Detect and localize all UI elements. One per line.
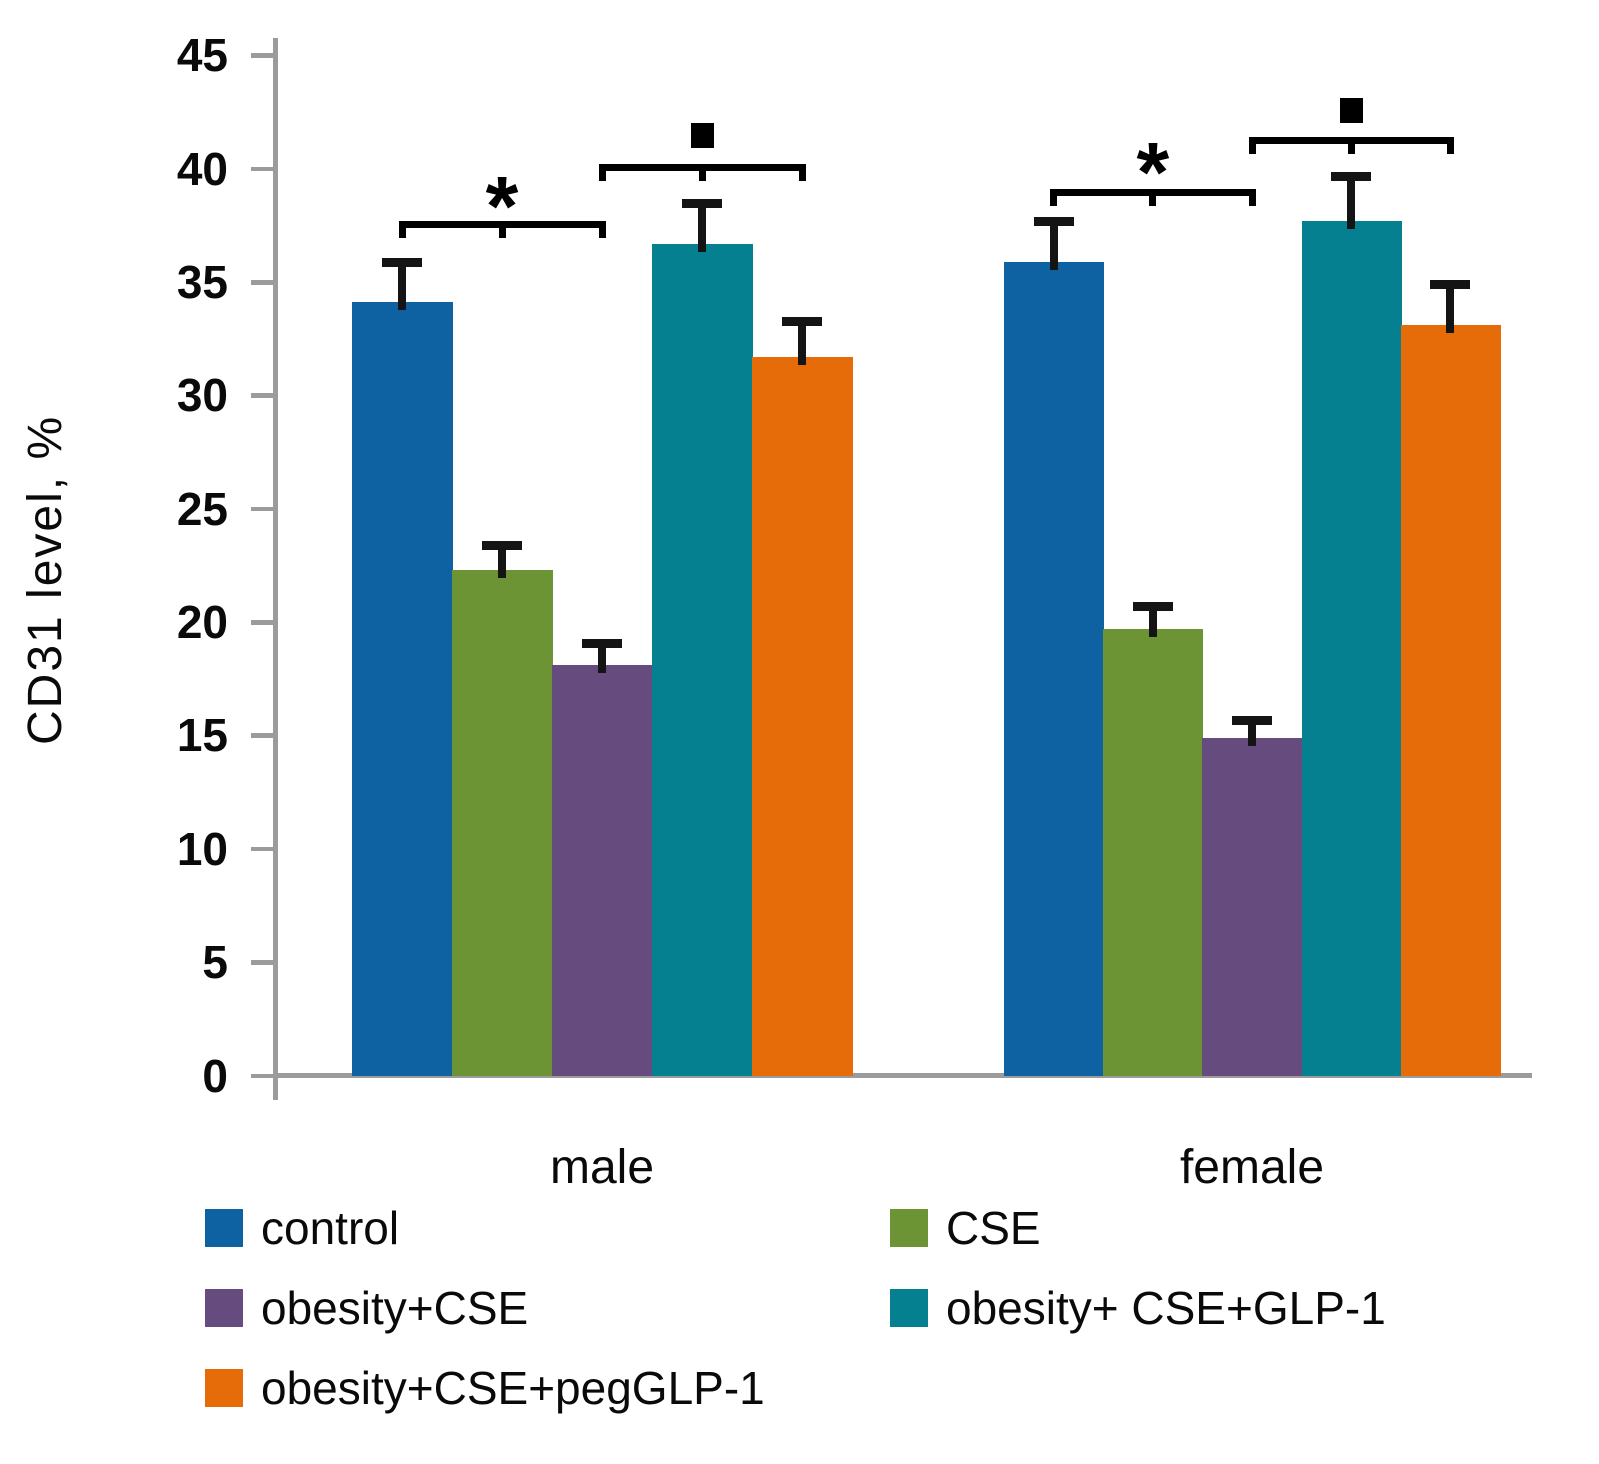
error-bar-stem [698,202,706,252]
y-tick-label: 0 [202,1049,228,1102]
significance-bracket-tick [1347,136,1355,154]
bar-female-control [1004,261,1104,1077]
y-tick-mark [251,53,275,58]
error-bar-cap [1132,602,1173,612]
bar-male-CSE [452,569,553,1077]
significance-bracket-tick [1050,189,1058,207]
legend-label: obesity+ CSE+GLP-1 [946,1282,1386,1334]
bar-female-CSE [1103,628,1204,1077]
error-bar-stem [1446,284,1455,334]
bar-male-obesity+CSE [552,665,653,1077]
y-axis-line [273,38,278,1100]
error-bar-cap [482,541,522,551]
y-tick-label: 5 [202,936,228,989]
bar-male-obesity+ CSE+GLP-1 [652,243,753,1077]
legend-label: CSE [946,1202,1041,1254]
category-label-female: female [1179,1141,1325,1194]
legend-label: obesity+CSE+pegGLP-1 [261,1362,765,1414]
significance-bracket-tick [598,164,606,182]
bar-female-obesity+CSE [1202,737,1303,1077]
legend-label: control [261,1202,400,1254]
error-bar-cap [782,316,822,326]
legend-item-control: control [205,1202,845,1254]
y-tick-label: 35 [176,256,228,309]
error-bar-stem [598,642,606,674]
significance-bracket-tick [598,220,606,238]
error-bar-cap [1232,715,1272,725]
y-tick-mark [251,166,275,172]
significance-square-marker [691,122,714,148]
y-tick-label: 15 [176,709,228,762]
legend-swatch-icon [205,1369,243,1407]
y-tick-label: 25 [176,482,228,535]
legend-swatch-icon [205,1289,243,1327]
error-bar-stem [498,545,506,578]
significance-square-marker [1340,97,1364,123]
y-tick-label: 30 [176,369,228,422]
legend-swatch-icon [890,1209,928,1247]
legend-swatch-icon [890,1289,928,1327]
y-tick-label: 40 [176,142,228,195]
significance-bracket-tick [1248,136,1256,154]
bar-female-obesity+CSE+pegGLP-1 [1400,325,1501,1077]
significance-asterisk-marker: * [485,158,519,253]
error-bar-cap [1033,216,1074,226]
significance-bracket-tick [1248,189,1256,207]
y-tick-label: 45 [176,29,228,82]
y-tick-mark [251,733,275,738]
legend-label: obesity+CSE [261,1282,529,1334]
significance-bracket-tick [398,220,406,238]
y-tick-label: 10 [176,822,228,875]
error-bar-cap [382,257,422,267]
error-bar-stem [1347,175,1356,229]
error-bar-stem [398,261,406,311]
bar-male-control [352,302,453,1077]
error-bar-cap [1331,171,1372,181]
y-tick-mark [251,393,275,398]
bar-female-obesity+ CSE+GLP-1 [1301,220,1402,1077]
category-label-male: male [549,1141,655,1194]
x-axis-line [273,1073,1532,1078]
y-tick-mark [251,1073,275,1078]
error-bar-stem [1148,606,1157,637]
error-bar-cap [1430,280,1471,290]
y-tick-mark [251,846,275,852]
significance-bracket-tick [498,220,506,238]
y-tick-label: 20 [176,596,228,649]
error-bar-stem [1248,719,1256,746]
y-tick-mark [251,620,275,625]
significance-bracket-tick [1149,189,1157,207]
error-bar-cap [582,638,622,648]
legend-item-CSE: CSE [890,1202,1530,1254]
y-axis-title: CD31 level, % [19,414,72,746]
error-bar-stem [1049,220,1058,270]
significance-bracket-tick [1446,136,1454,154]
significance-asterisk-marker: * [1136,124,1170,219]
y-tick-mark [251,280,275,285]
y-tick-mark [251,506,275,512]
significance-bracket-tick [698,164,706,182]
bar-male-obesity+CSE+pegGLP-1 [752,356,853,1077]
legend-item-obesity+CSE+pegGLP-1: obesity+CSE+pegGLP-1 [205,1362,845,1414]
error-bar-cap [682,198,722,208]
legend-item-obesity+ CSE+GLP-1: obesity+ CSE+GLP-1 [890,1282,1530,1334]
legend-item-obesity+CSE: obesity+CSE [205,1282,845,1334]
y-tick-mark [251,960,275,965]
error-bar-stem [798,320,806,365]
significance-bracket-tick [798,164,806,182]
legend-swatch-icon [205,1209,243,1247]
